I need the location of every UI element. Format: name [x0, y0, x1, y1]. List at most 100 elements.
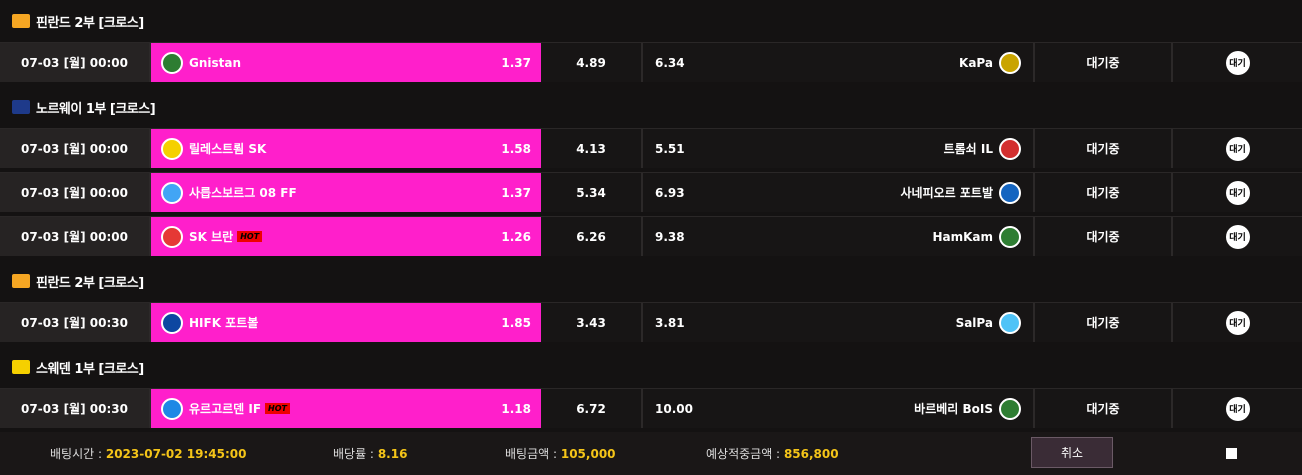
home-team: 유르고르덴 IF — [189, 402, 262, 416]
match-status: 대기중 — [1035, 389, 1173, 428]
match-status: 대기중 — [1035, 303, 1173, 342]
away-odds: 6.34 — [655, 55, 685, 70]
norway-league-icon — [12, 100, 30, 114]
draw-odds: 4.13 — [576, 141, 606, 156]
home-team: 사릅스보르그 08 FF — [189, 186, 297, 200]
draw-bet-button[interactable]: 6.26 — [541, 217, 643, 256]
home-bet-button[interactable]: 유르고르덴 IF HOT 1.18 — [151, 389, 541, 428]
draw-odds: 6.72 — [576, 401, 606, 416]
away-team: 바르베리 BoIS — [914, 402, 993, 416]
expected-label: 예상적중금액 : — [706, 447, 781, 461]
match-status: 대기중 — [1035, 129, 1173, 168]
home-team: SK 브란 — [189, 230, 234, 244]
match-row: 07-03 [월] 00:00 SK 브란 HOT 1.26 6.26 9.38 Ha… — [0, 216, 1302, 256]
away-team-logo-icon — [999, 311, 1021, 334]
away-team: HamKam — [932, 229, 993, 244]
match-row: 07-03 [월] 00:30 유르고르덴 IF HOT 1.18 6.72 10.… — [0, 388, 1302, 428]
draw-bet-button[interactable]: 3.43 — [541, 303, 643, 342]
wait-button[interactable]: 대기 — [1225, 224, 1250, 249]
draw-bet-button[interactable]: 6.72 — [541, 389, 643, 428]
league-name: 노르웨이 1부 [크로스] — [36, 101, 156, 117]
home-team: HIFK 포트볼 — [189, 316, 259, 330]
draw-odds: 4.89 — [576, 55, 606, 70]
match-row: 07-03 [월] 00:00 릴레스트룀 SK 1.58 4.13 5.51 트롬… — [0, 128, 1302, 168]
home-team-logo-icon — [161, 311, 183, 334]
home-team-logo-icon — [161, 181, 183, 204]
away-team-logo-icon — [999, 137, 1021, 160]
home-team-logo-icon — [161, 137, 183, 160]
away-team-logo-icon — [999, 397, 1021, 420]
bet-summary-footer: 배팅시간 : 2023-07-02 19:45:00 배당률 : 8.16 배팅… — [0, 432, 1302, 475]
draw-bet-button[interactable]: 4.89 — [541, 43, 643, 82]
home-odds: 1.58 — [501, 141, 531, 156]
away-odds: 5.51 — [655, 141, 685, 156]
away-team: SalPa — [955, 315, 993, 330]
select-checkbox[interactable] — [1226, 448, 1237, 459]
away-team-logo-icon — [999, 181, 1021, 204]
home-odds: 1.18 — [501, 401, 531, 416]
match-row: 07-03 [월] 00:30 HIFK 포트볼 1.85 3.43 3.81 Sa… — [0, 302, 1302, 342]
home-odds: 1.26 — [501, 229, 531, 244]
away-bet-button[interactable]: 5.51 트롬쇠 IL — [643, 129, 1035, 168]
match-time: 07-03 [월] 00:00 — [0, 43, 151, 82]
away-bet-button[interactable]: 3.81 SalPa — [643, 303, 1035, 342]
away-team: 트롬쇠 IL — [943, 142, 993, 156]
home-bet-button[interactable]: 릴레스트룀 SK 1.58 — [151, 129, 541, 168]
wait-button[interactable]: 대기 — [1225, 180, 1250, 205]
away-odds: 9.38 — [655, 229, 685, 244]
league-header: 스웨덴 1부 [크로스] — [0, 346, 1302, 388]
home-bet-button[interactable]: SK 브란 HOT 1.26 — [151, 217, 541, 256]
match-status: 대기중 — [1035, 217, 1173, 256]
finland-flag-icon — [12, 14, 30, 28]
home-odds: 1.85 — [501, 315, 531, 330]
draw-bet-button[interactable]: 4.13 — [541, 129, 643, 168]
league-name: 핀란드 2부 [크로스] — [36, 15, 144, 31]
home-team-logo-icon — [161, 225, 183, 248]
away-team: 사네피오르 포트발 — [900, 186, 994, 200]
away-bet-button[interactable]: 6.93 사네피오르 포트발 — [643, 173, 1035, 212]
away-odds: 10.00 — [655, 401, 693, 416]
away-odds: 3.81 — [655, 315, 685, 330]
away-team: KaPa — [959, 55, 993, 70]
hot-badge: HOT — [265, 403, 290, 414]
bet-amount: 105,000 — [560, 447, 616, 461]
match-row: 07-03 [월] 00:00 사릅스보르그 08 FF 1.37 5.34 6.… — [0, 172, 1302, 212]
away-bet-button[interactable]: 9.38 HamKam — [643, 217, 1035, 256]
home-team-logo-icon — [161, 397, 183, 420]
home-bet-button[interactable]: Gnistan 1.37 — [151, 43, 541, 82]
away-odds: 6.93 — [655, 185, 685, 200]
match-status: 대기중 — [1035, 43, 1173, 82]
wait-button[interactable]: 대기 — [1225, 396, 1250, 421]
sweden-league-icon — [12, 360, 30, 374]
odds-label: 배당률 : — [333, 447, 374, 461]
wait-button[interactable]: 대기 — [1225, 310, 1250, 335]
match-time: 07-03 [월] 00:00 — [0, 217, 151, 256]
finland-flag-icon — [12, 274, 30, 288]
home-bet-button[interactable]: 사릅스보르그 08 FF 1.37 — [151, 173, 541, 212]
wait-button[interactable]: 대기 — [1225, 50, 1250, 75]
draw-odds: 3.43 — [576, 315, 606, 330]
wait-button[interactable]: 대기 — [1225, 136, 1250, 161]
hot-badge: HOT — [237, 231, 263, 242]
match-status: 대기중 — [1035, 173, 1173, 212]
total-odds: 8.16 — [377, 447, 408, 461]
away-bet-button[interactable]: 6.34 KaPa — [643, 43, 1035, 82]
home-bet-button[interactable]: HIFK 포트볼 1.85 — [151, 303, 541, 342]
match-time: 07-03 [월] 00:30 — [0, 303, 151, 342]
home-team: 릴레스트룀 SK — [189, 142, 267, 156]
cancel-button[interactable]: 취소 — [1031, 437, 1113, 468]
match-time: 07-03 [월] 00:00 — [0, 129, 151, 168]
match-row: 07-03 [월] 00:00 Gnistan 1.37 4.89 6.34 KaP… — [0, 42, 1302, 82]
home-team-logo-icon — [161, 51, 183, 74]
amount-label: 배팅금액 : — [505, 447, 558, 461]
match-list: 핀란드 2부 [크로스] 07-03 [월] 00:00 Gnistan 1.37… — [0, 14, 1302, 428]
league-header: 노르웨이 1부 [크로스] — [0, 86, 1302, 128]
away-bet-button[interactable]: 10.00 바르베리 BoIS — [643, 389, 1035, 428]
league-header: 핀란드 2부 [크로스] — [0, 260, 1302, 302]
draw-bet-button[interactable]: 5.34 — [541, 173, 643, 212]
league-name: 스웨덴 1부 [크로스] — [36, 361, 144, 377]
expected-winnings: 856,800 — [783, 447, 839, 461]
match-time: 07-03 [월] 00:30 — [0, 389, 151, 428]
league-name: 핀란드 2부 [크로스] — [36, 275, 144, 291]
away-team-logo-icon — [999, 225, 1021, 248]
